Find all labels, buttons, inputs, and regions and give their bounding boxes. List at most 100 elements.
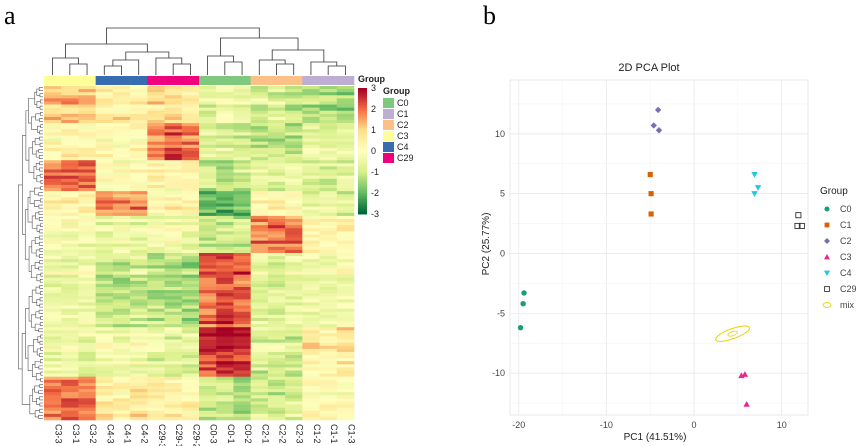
heatmap-cell xyxy=(61,181,79,186)
heatmap-cell xyxy=(78,253,96,257)
heatmap-cell xyxy=(250,123,269,127)
heatmap-cell xyxy=(95,126,114,130)
heatmap-cell xyxy=(44,413,62,418)
column-label: C1-2 xyxy=(312,424,322,444)
heatmap-cell xyxy=(112,395,131,399)
heatmap-cell xyxy=(285,243,303,248)
heatmap-cell xyxy=(319,178,338,183)
heatmap-cell xyxy=(130,299,148,303)
heatmap-cell xyxy=(302,290,320,294)
heatmap-cell xyxy=(250,181,269,186)
heatmap-cell xyxy=(112,404,131,408)
heatmap-cell xyxy=(164,370,183,374)
heatmap-cell xyxy=(147,110,165,115)
color-scale-segment xyxy=(358,127,367,131)
heatmap-cell xyxy=(250,268,269,272)
heatmap-cell xyxy=(250,373,269,378)
heatmap-cell xyxy=(319,321,338,325)
heatmap-cell xyxy=(233,389,251,393)
heatmap-cell xyxy=(319,129,338,133)
color-scale-segment xyxy=(358,178,367,181)
heatmap-cell xyxy=(233,120,251,124)
heatmap-cell xyxy=(216,382,234,387)
heatmap-cell xyxy=(44,218,62,223)
heatmap-cell xyxy=(78,154,96,158)
heatmap-cell xyxy=(44,209,62,214)
dendrogram-link xyxy=(25,110,29,161)
heatmap-cell xyxy=(181,361,200,365)
heatmap-cell xyxy=(147,351,165,356)
heatmap-cell xyxy=(285,101,303,105)
heatmap-cell xyxy=(130,144,148,149)
heatmap-cell xyxy=(164,184,183,189)
heatmap-cell xyxy=(61,321,79,325)
heatmap-cell xyxy=(130,150,148,155)
heatmap-cell xyxy=(181,243,200,248)
heatmap-cell xyxy=(112,305,131,309)
dendrogram-link xyxy=(40,371,43,376)
heatmap-cell xyxy=(319,395,338,399)
heatmap-cell xyxy=(250,299,269,303)
heatmap-cell xyxy=(302,172,320,176)
heatmap-cell xyxy=(61,330,79,334)
heatmap-cell xyxy=(112,240,131,245)
heatmap-cell xyxy=(250,191,269,195)
heatmap-cell xyxy=(181,107,200,112)
heatmap-cell xyxy=(199,147,217,152)
heatmap-cell xyxy=(233,336,251,340)
dendrogram-link xyxy=(39,396,43,401)
heatmap-cell xyxy=(336,256,355,260)
heatmap-cell xyxy=(216,404,234,408)
heatmap-cell xyxy=(267,86,286,90)
heatmap-cell xyxy=(181,283,200,288)
heatmap-cell xyxy=(336,311,355,316)
heatmap-cell xyxy=(216,135,234,139)
heatmap-cell xyxy=(44,299,62,303)
heatmap-cell xyxy=(233,280,251,285)
heatmap-cell xyxy=(44,160,62,164)
heatmap-cell xyxy=(78,163,96,167)
heatmap-cell xyxy=(164,188,183,192)
heatmap-cell xyxy=(319,299,338,303)
heatmap-cell xyxy=(147,197,165,201)
heatmap-cell xyxy=(285,324,303,328)
heatmap-cell xyxy=(130,104,148,108)
heatmap-cell xyxy=(44,116,62,121)
heatmap-cell xyxy=(267,157,286,161)
pca-point-c1 xyxy=(648,191,654,197)
dendrogram-link xyxy=(40,223,43,228)
heatmap-cell xyxy=(95,404,114,408)
heatmap-cell xyxy=(302,95,320,99)
heatmap-cell xyxy=(95,302,114,306)
heatmap-cell xyxy=(164,401,183,405)
heatmap-cell xyxy=(302,175,320,180)
heatmap-cell xyxy=(95,348,114,353)
heatmap-cell xyxy=(112,379,131,384)
heatmap-cell xyxy=(164,348,183,353)
heatmap-cell xyxy=(233,113,251,118)
heatmap-cell xyxy=(61,135,79,139)
heatmap-cell xyxy=(130,86,148,90)
heatmap-cell xyxy=(164,181,183,186)
heatmap-cell xyxy=(181,135,200,139)
heatmap-cell xyxy=(130,172,148,176)
heatmap-cell xyxy=(233,274,251,279)
heatmap-cell xyxy=(78,330,96,334)
heatmap-cell xyxy=(61,246,79,251)
heatmap-cell xyxy=(233,333,251,337)
heatmap-cell xyxy=(112,169,131,173)
heatmap-cell xyxy=(181,206,200,211)
heatmap-cell xyxy=(181,141,200,146)
heatmap-cell xyxy=(285,333,303,337)
heatmap-cell xyxy=(302,410,320,415)
heatmap-cell xyxy=(78,120,96,124)
heatmap-cell xyxy=(181,231,200,235)
heatmap-cell xyxy=(112,376,131,381)
heatmap-cell xyxy=(250,150,269,155)
heatmap-cell xyxy=(336,253,355,257)
heatmap-cell xyxy=(285,358,303,362)
heatmap-cell xyxy=(336,358,355,362)
heatmap-cell xyxy=(61,175,79,180)
heatmap-cell xyxy=(250,197,269,201)
